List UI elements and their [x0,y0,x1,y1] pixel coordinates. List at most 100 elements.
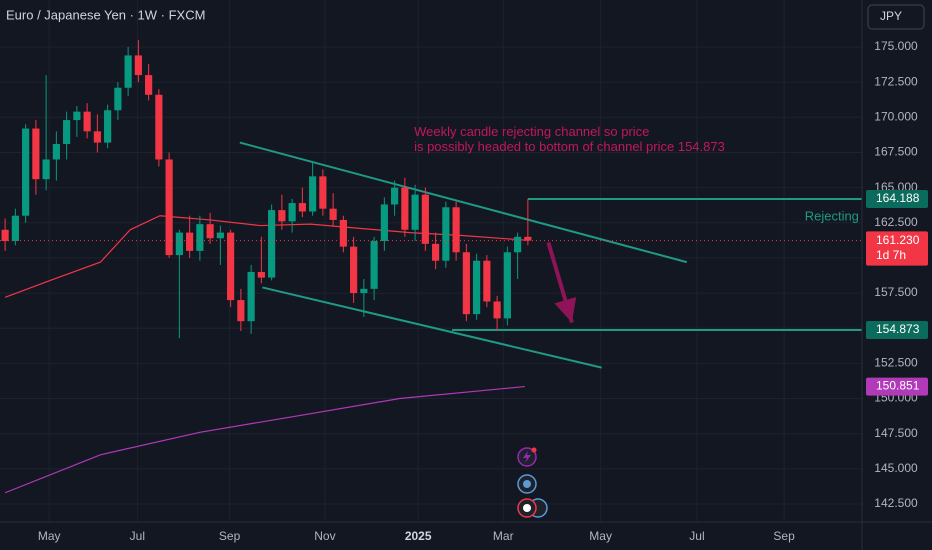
price-label: 150.851 [876,379,920,393]
candle-body [432,243,440,261]
countdown: 1d 7h [876,248,906,262]
candle-body [186,232,194,251]
candle-body [124,55,132,88]
moving-average [4,215,528,298]
candle-body [216,232,224,239]
y-tick-label: 145.000 [874,461,918,475]
currency-button[interactable] [867,4,925,30]
price-label-box [866,190,928,209]
candle-body [32,128,40,180]
candle-body [370,241,378,289]
indicator-icons [517,447,548,518]
candle-body [93,131,101,143]
price-label: 161.230 [876,233,920,247]
candle-body [524,236,532,241]
y-tick-label: 142.500 [874,496,918,510]
candle-body [196,224,204,251]
candle-body [11,215,19,242]
candle-body [268,210,276,278]
icon [523,504,531,512]
icon [531,447,537,453]
candle-body [1,229,9,242]
candle-body [165,159,173,256]
moving-average [4,385,525,494]
candle-body [473,260,481,315]
icon [523,480,531,488]
candle-body [52,144,60,160]
candle-body [104,110,112,143]
candle-body [22,128,30,216]
candle-body [145,75,153,95]
candle-body [350,246,358,294]
candle-body [462,252,470,315]
candle-body [309,176,317,212]
candle-body [391,187,399,205]
candle-body [401,187,409,230]
candle-body [237,300,245,322]
price-label-box [866,231,928,266]
x-tick-label: May [589,529,612,543]
candle-body [83,111,91,132]
candle-body [114,87,122,111]
candle-body [175,232,183,256]
candle-body [206,224,214,239]
price-label-box [866,321,928,340]
x-tick-label: Sep [773,529,795,543]
x-tick-label: Jul [130,529,145,543]
axes: 142.500145.000147.500150.000152.500155.0… [38,39,928,543]
candle-body [503,252,511,319]
currency-label[interactable]: JPY [880,9,902,23]
candle-body [63,120,71,144]
x-tick-label: Sep [219,529,241,543]
x-tick-label: May [38,529,61,543]
y-tick-label: 167.500 [874,145,918,159]
candle-body [319,176,327,209]
y-tick-label: 162.500 [874,215,918,229]
candle-body [360,288,368,294]
y-tick-label: 175.000 [874,39,918,53]
x-tick-label: Jul [689,529,704,543]
y-tick-label: 172.500 [874,74,918,88]
chart-title: Euro / Japanese Yen · 1W · FXCM [6,7,205,22]
candle-body [155,94,163,160]
candle-body [227,232,235,301]
candle-body [483,260,491,302]
icon [523,451,531,463]
candle-body [288,203,296,222]
candle-body [134,55,142,76]
candle-body [452,207,460,253]
trend-line [262,286,602,369]
candle-body [442,207,450,261]
x-tick-label: 2025 [405,529,432,543]
trend-line [239,141,687,264]
annotation: is possibly headed to bottom of channel … [414,139,725,154]
plot: Weekly candle rejecting channel so price… [0,39,862,494]
candle-body [42,159,50,180]
annotation: Rejecting [805,209,859,224]
candle-body [380,204,388,242]
candle-body [329,208,337,220]
y-tick-label: 170.000 [874,109,918,123]
candle-body [298,203,306,212]
candle-body [421,194,429,244]
candle-body [339,219,347,247]
x-tick-label: Nov [314,529,335,543]
candle-body [411,194,419,230]
y-tick-label: 147.500 [874,426,918,440]
price-label: 164.188 [876,191,920,205]
candle-body [278,210,286,222]
y-tick-label: 152.500 [874,356,918,370]
candle-body [493,301,501,319]
price-label: 154.873 [876,322,920,336]
candle-body [247,271,255,322]
y-tick-label: 157.500 [874,285,918,299]
candle-body [514,236,522,253]
annotation: Weekly candle rejecting channel so price [414,124,649,139]
candle-body [73,111,81,121]
price-label-box [866,377,928,396]
candle-body [257,271,265,278]
x-tick-label: Mar [493,529,514,543]
arrow-head [554,296,577,323]
